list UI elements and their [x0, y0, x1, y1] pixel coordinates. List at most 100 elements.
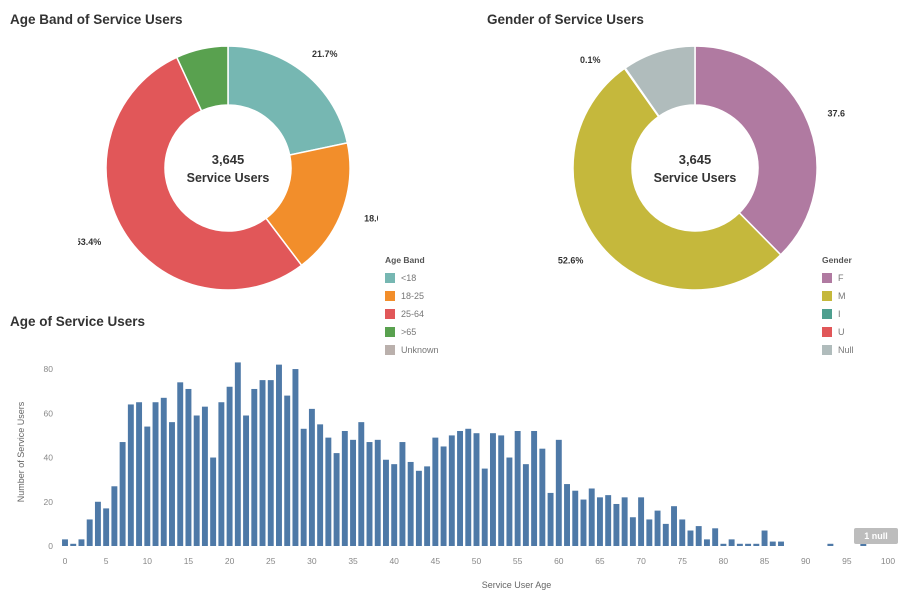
legend-item[interactable]: <18 — [385, 269, 439, 287]
legend-item[interactable]: I — [822, 305, 854, 323]
histogram-bar[interactable] — [276, 364, 282, 546]
donut-slice-65[interactable] — [175, 45, 229, 112]
histogram-bar[interactable] — [169, 422, 175, 546]
histogram-bar[interactable] — [712, 528, 719, 546]
histogram-bar[interactable] — [144, 426, 151, 546]
null-values-badge[interactable]: 1 null — [854, 528, 898, 544]
histogram-bar[interactable] — [827, 543, 834, 546]
histogram-bar[interactable] — [218, 402, 225, 546]
histogram-bar[interactable] — [94, 501, 101, 546]
histogram-bar[interactable] — [596, 497, 603, 546]
histogram-bar[interactable] — [259, 380, 266, 546]
histogram-bar[interactable] — [588, 488, 595, 546]
histogram-bar[interactable] — [629, 517, 636, 546]
histogram-bar[interactable] — [539, 448, 546, 546]
histogram-bar[interactable] — [481, 468, 488, 546]
histogram-bar[interactable] — [465, 428, 472, 546]
donut-slice-2564[interactable] — [105, 56, 303, 291]
histogram-bar[interactable] — [580, 499, 587, 546]
histogram-bar[interactable] — [605, 495, 612, 546]
histogram-bar[interactable] — [506, 457, 513, 546]
histogram-bar[interactable] — [350, 439, 357, 546]
histogram-bar[interactable] — [317, 424, 324, 546]
histogram-bar[interactable] — [860, 543, 867, 546]
histogram-bar[interactable] — [152, 402, 159, 546]
donut-slice-f[interactable] — [694, 45, 818, 256]
histogram-bar[interactable] — [432, 437, 439, 546]
donut-slice-18[interactable] — [227, 45, 349, 156]
donut-slice-m[interactable] — [572, 67, 782, 291]
histogram-bar[interactable] — [325, 437, 332, 546]
histogram-bar[interactable] — [341, 430, 348, 546]
histogram-bar[interactable] — [654, 510, 661, 546]
histogram-bar[interactable] — [457, 430, 464, 546]
histogram-bar[interactable] — [201, 406, 208, 546]
legend-item[interactable]: M — [822, 287, 854, 305]
histogram-bar[interactable] — [391, 464, 398, 546]
histogram-bar[interactable] — [753, 543, 760, 546]
histogram-bar[interactable] — [399, 442, 406, 546]
histogram-bar[interactable] — [547, 492, 554, 546]
histogram-bar[interactable] — [374, 439, 381, 546]
legend-item[interactable]: Null — [822, 341, 854, 359]
histogram-bar[interactable] — [383, 459, 389, 546]
histogram-bar[interactable] — [300, 428, 307, 546]
histogram-bar[interactable] — [572, 490, 579, 546]
histogram-bar[interactable] — [243, 415, 250, 546]
histogram-bar[interactable] — [778, 541, 784, 546]
histogram-bar[interactable] — [210, 457, 217, 546]
histogram-bar[interactable] — [284, 395, 291, 546]
legend-item[interactable]: F — [822, 269, 854, 287]
histogram-bar[interactable] — [366, 442, 373, 546]
histogram-bar[interactable] — [136, 402, 143, 546]
histogram-bar[interactable] — [358, 422, 365, 546]
histogram-bar[interactable] — [555, 439, 562, 546]
histogram-bar[interactable] — [695, 526, 702, 546]
histogram-bar[interactable] — [662, 523, 669, 546]
legend-item[interactable]: Unknown — [385, 341, 439, 359]
histogram-bar[interactable] — [736, 543, 743, 546]
histogram-bar[interactable] — [292, 369, 299, 546]
legend-item[interactable]: >65 — [385, 323, 439, 341]
histogram-bar[interactable] — [424, 466, 431, 546]
histogram-bar[interactable] — [621, 497, 628, 546]
histogram-bar[interactable] — [720, 543, 727, 546]
histogram-bar[interactable] — [185, 388, 192, 546]
histogram-bar[interactable] — [103, 508, 110, 546]
histogram-bar[interactable] — [407, 461, 414, 546]
histogram-bar[interactable] — [489, 433, 496, 546]
histogram-bar[interactable] — [613, 503, 620, 546]
histogram-bar[interactable] — [111, 486, 118, 546]
legend-item[interactable]: 25-64 — [385, 305, 439, 323]
histogram-bar[interactable] — [251, 388, 258, 546]
histogram-bar[interactable] — [193, 415, 200, 546]
histogram-bar[interactable] — [119, 442, 126, 546]
histogram-bar[interactable] — [679, 519, 686, 546]
histogram-bar[interactable] — [333, 453, 340, 546]
histogram-bar[interactable] — [234, 362, 241, 546]
histogram-bar[interactable] — [267, 380, 274, 546]
histogram-bar[interactable] — [62, 539, 68, 546]
histogram-bar[interactable] — [127, 404, 134, 546]
histogram-bar[interactable] — [745, 543, 752, 546]
histogram-bar[interactable] — [498, 435, 505, 546]
histogram-bar[interactable] — [769, 541, 776, 546]
histogram-bar[interactable] — [78, 539, 85, 546]
histogram-bar[interactable] — [70, 543, 77, 546]
histogram-bar[interactable] — [646, 519, 653, 546]
donut-slice-null[interactable] — [624, 45, 696, 118]
histogram-bar[interactable] — [638, 497, 645, 546]
histogram-bar[interactable] — [308, 408, 315, 546]
histogram-bar[interactable] — [415, 470, 422, 546]
histogram-bar[interactable] — [564, 484, 570, 546]
histogram-bar[interactable] — [531, 430, 538, 546]
histogram-bar[interactable] — [728, 539, 735, 546]
legend-item[interactable]: 18-25 — [385, 287, 439, 305]
histogram-bar[interactable] — [522, 464, 529, 546]
histogram-bar[interactable] — [160, 397, 167, 546]
histogram-bar[interactable] — [226, 386, 233, 546]
histogram-bar[interactable] — [177, 382, 184, 546]
legend-item[interactable]: U — [822, 323, 854, 341]
histogram-bar[interactable] — [671, 506, 677, 546]
histogram-bar[interactable] — [448, 435, 455, 546]
